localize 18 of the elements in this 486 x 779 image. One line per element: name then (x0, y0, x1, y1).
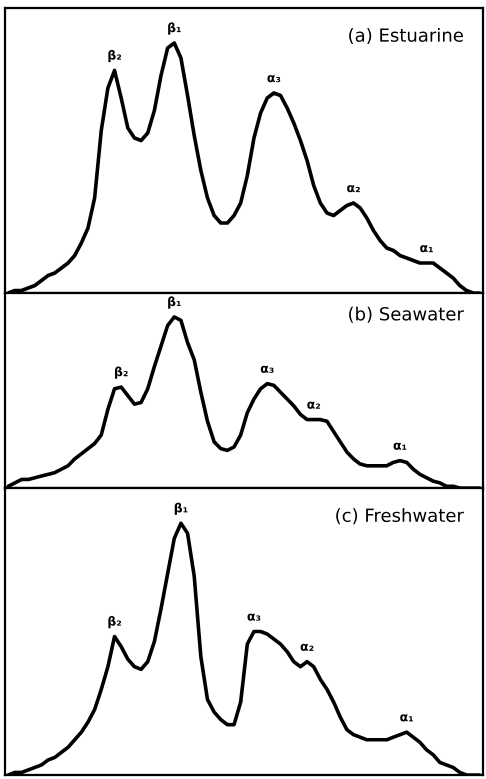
chart-title: (c) Freshwater (336, 508, 464, 524)
annotation: α₃ (248, 614, 260, 621)
chart-title: (a) Estuarine (349, 28, 463, 44)
annotation: α₂ (347, 185, 360, 192)
chart-title: (b) Seawater (349, 306, 464, 323)
annotation: α₂ (300, 644, 314, 651)
annotation: β₂ (108, 50, 122, 62)
annotation: α₂ (307, 402, 320, 409)
annotation: β₁ (168, 296, 181, 309)
annotation: β₁ (168, 22, 181, 35)
annotation: α₁ (400, 714, 413, 722)
annotation: α₁ (420, 245, 433, 252)
annotation: α₃ (260, 366, 274, 373)
annotation: β₁ (174, 502, 188, 515)
annotation: β₂ (115, 366, 128, 379)
annotation: β₂ (108, 616, 122, 628)
annotation: α₁ (394, 442, 406, 450)
annotation: α₃ (267, 75, 280, 82)
